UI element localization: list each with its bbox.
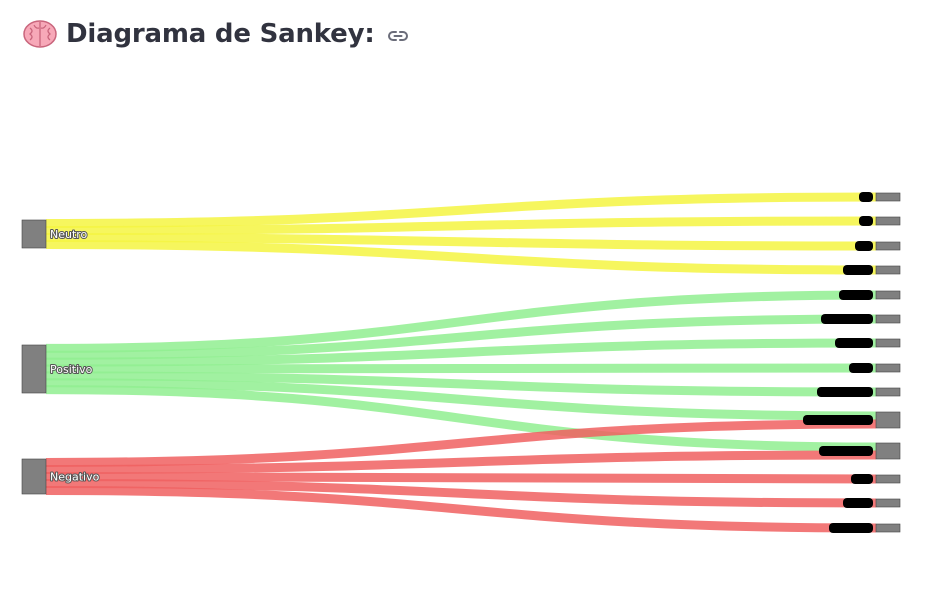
sankey-target-node-1[interactable] [875,216,901,226]
sankey-node-label-negativo: Negativo [50,471,100,484]
redacted-label [843,265,873,275]
redacted-label [829,523,873,533]
redacted-label [851,474,873,484]
sankey-target-node-12[interactable] [875,498,901,508]
link-icon[interactable] [385,23,411,49]
sankey-link-negativo-10[interactable] [45,450,877,474]
sankey-target-node-11[interactable] [875,474,901,484]
sankey-target-node-8[interactable] [875,387,901,397]
sankey-target-node-2[interactable] [875,241,901,251]
sankey-link-neutro-3[interactable] [45,240,877,275]
page-title: Diagrama de Sankey: [66,19,375,49]
sankey-link-neutro-1[interactable] [45,216,877,235]
sankey-chart: Neutro Positivo Negativo [0,60,936,597]
sankey-link-positivo-6[interactable] [45,338,877,367]
sankey-node-negativo[interactable] [21,458,47,495]
sankey-link-positivo-9[interactable] [45,378,877,421]
redacted-label [849,363,873,373]
redacted-label [855,241,873,251]
sankey-target-node-6[interactable] [875,338,901,348]
sankey-link-negativo-9[interactable] [45,419,877,467]
brain-icon [22,16,58,52]
sankey-node-label-positivo: Positivo [50,363,93,376]
sankey-link-negativo-12[interactable] [45,479,877,508]
sankey-target-node-3[interactable] [875,265,901,275]
redacted-label [803,415,873,425]
sankey-target-node-13[interactable] [875,523,901,533]
sankey-target-node-5[interactable] [875,314,901,324]
page-header: Diagrama de Sankey: [22,14,411,54]
sankey-link-positivo-4[interactable] [45,290,877,353]
sankey-node-neutro[interactable] [21,219,47,249]
redacted-label [859,216,873,226]
redacted-label [839,290,873,300]
sankey-target-node-7[interactable] [875,363,901,373]
sankey-target-node-9[interactable] [875,411,901,429]
redacted-label [817,387,873,397]
sankey-target-node-0[interactable] [875,192,901,202]
redacted-label [835,338,873,348]
sankey-link-neutro-0[interactable] [45,192,877,228]
sankey-link-neutro-2[interactable] [45,233,877,251]
sankey-target-node-10[interactable] [875,442,901,460]
sankey-link-negativo-11[interactable] [45,472,877,484]
sankey-link-positivo-8[interactable] [45,371,877,397]
sankey-link-positivo-10[interactable] [45,385,877,452]
sankey-node-label-neutro: Neutro [50,228,88,241]
redacted-label [821,314,873,324]
sankey-node-positivo[interactable] [21,344,47,394]
sankey-link-positivo-7[interactable] [45,363,877,374]
redacted-label [843,498,873,508]
sankey-link-negativo-13[interactable] [45,486,877,533]
sankey-svg: Neutro Positivo Negativo [21,192,901,533]
sankey-target-node-4[interactable] [875,290,901,300]
redacted-label [859,192,873,202]
sankey-link-positivo-5[interactable] [45,314,877,360]
redacted-label [819,446,873,456]
